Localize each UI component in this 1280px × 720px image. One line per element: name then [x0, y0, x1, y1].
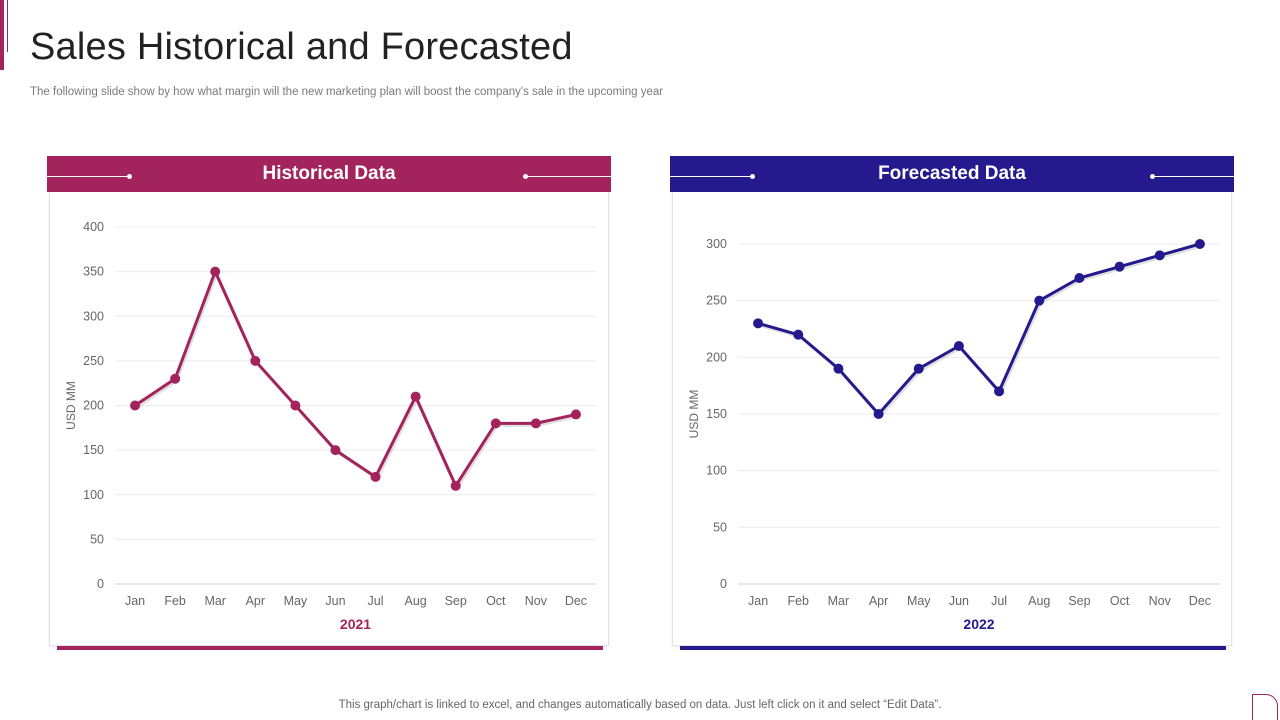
x-tick-label: Nov [1149, 594, 1172, 608]
x-axis-label: 2022 [963, 616, 994, 632]
data-point [1114, 261, 1125, 272]
y-tick-label: 150 [706, 407, 727, 421]
series-line-shadow [759, 244, 1202, 418]
header-left-dot [127, 174, 132, 179]
x-tick-label: Nov [525, 594, 548, 608]
x-tick-label: Jun [325, 594, 345, 608]
y-tick-label: 350 [83, 265, 104, 279]
forecasted-line-chart[interactable]: 0 50 100 150 200 250 300 Jan Feb Mar Apr May Jun Jul A… [670, 156, 1234, 650]
x-tick-label: Jul [368, 594, 384, 608]
y-tick-label: 150 [83, 443, 104, 457]
x-tick-label: Dec [1189, 594, 1211, 608]
data-point [913, 363, 924, 374]
data-point [1034, 295, 1045, 306]
data-point [753, 318, 764, 329]
y-tick-label: 300 [706, 237, 727, 251]
data-point [490, 418, 501, 429]
data-point [170, 373, 181, 384]
data-point [370, 471, 381, 482]
data-point [793, 329, 804, 340]
header-left-line [670, 176, 752, 177]
x-tick-label: Dec [565, 594, 587, 608]
x-tick-label: Aug [405, 594, 427, 608]
data-point [833, 363, 844, 374]
header-left-line [47, 176, 129, 177]
forecasted-header: Forecasted Data [670, 156, 1234, 192]
data-point [530, 418, 541, 429]
page-title: Sales Historical and Forecasted [30, 26, 573, 68]
data-point [130, 400, 141, 411]
x-axis-label: 2021 [340, 616, 371, 632]
data-point [330, 445, 341, 456]
header-left-dot [750, 174, 755, 179]
y-tick-label: 400 [83, 220, 104, 234]
x-tick-label: Jul [991, 594, 1007, 608]
y-tick-label: 200 [83, 399, 104, 413]
x-tick-label: Mar [828, 594, 850, 608]
x-tick-label: Oct [486, 594, 506, 608]
y-tick-label: 300 [83, 309, 104, 323]
x-tick-label: Aug [1028, 594, 1050, 608]
historical-header: Historical Data [47, 156, 611, 192]
header-right-line [525, 176, 611, 177]
x-tick-label: Sep [445, 594, 467, 608]
y-tick-label: 100 [83, 488, 104, 502]
x-tick-label: Apr [869, 594, 888, 608]
x-tick-label: Jan [748, 594, 768, 608]
x-tick-label: Feb [787, 594, 809, 608]
x-tick-label: Mar [204, 594, 226, 608]
x-tick-label: Sep [1068, 594, 1090, 608]
x-tick-label: Jan [125, 594, 145, 608]
title-accent-line [7, 0, 8, 52]
y-axis-label: USD MM [687, 390, 701, 439]
series-line [756, 242, 1202, 416]
y-tick-label: 0 [97, 577, 104, 591]
data-point [210, 266, 221, 277]
title-accent-bar [0, 0, 4, 70]
footer-note: This graph/chart is linked to excel, and… [338, 699, 942, 711]
data-point [450, 480, 461, 491]
data-point [1194, 239, 1205, 249]
data-point [873, 409, 884, 419]
y-tick-label: 50 [90, 532, 104, 546]
y-tick-label: 50 [713, 520, 727, 534]
x-tick-label: Jun [949, 594, 969, 608]
forecasted-bottom-bar [680, 646, 1226, 650]
historical-panel: Historical Data 0 50 100 150 200 250 300 350 400… [47, 156, 611, 650]
data-point [1074, 273, 1085, 283]
historical-bottom-bar [57, 646, 603, 650]
data-point [290, 400, 301, 411]
header-right-line [1152, 176, 1234, 177]
series-line [133, 270, 578, 488]
x-tick-label: Apr [246, 594, 265, 608]
x-tick-label: Oct [1110, 594, 1130, 608]
corner-decoration [1252, 694, 1278, 720]
historical-chart-title: Historical Data [262, 163, 396, 184]
data-point [994, 386, 1005, 397]
data-point [410, 391, 421, 402]
y-tick-label: 100 [706, 464, 727, 478]
y-axis-label: USD MM [64, 381, 78, 430]
y-tick-label: 200 [706, 350, 727, 364]
page-subtitle: The following slide show by how what mar… [30, 86, 664, 98]
x-tick-label: May [284, 594, 308, 608]
data-point [250, 355, 261, 366]
x-tick-label: Feb [164, 594, 186, 608]
forecasted-chart-title: Forecasted Data [878, 163, 1026, 184]
y-tick-label: 0 [720, 577, 727, 591]
forecasted-panel: Forecasted Data 0 50 100 150 200 250 300 Jan Feb… [670, 156, 1234, 650]
data-point [953, 341, 964, 351]
x-tick-label: May [907, 594, 931, 608]
forecasted-panel-body [672, 192, 1232, 646]
data-point [1154, 250, 1165, 261]
data-point [570, 409, 581, 420]
historical-line-chart[interactable]: 0 50 100 150 200 250 300 350 400 Jan Feb Mar Apr May J… [47, 156, 611, 650]
y-tick-label: 250 [706, 294, 727, 308]
y-tick-label: 250 [83, 354, 104, 368]
historical-panel-body [49, 192, 609, 646]
